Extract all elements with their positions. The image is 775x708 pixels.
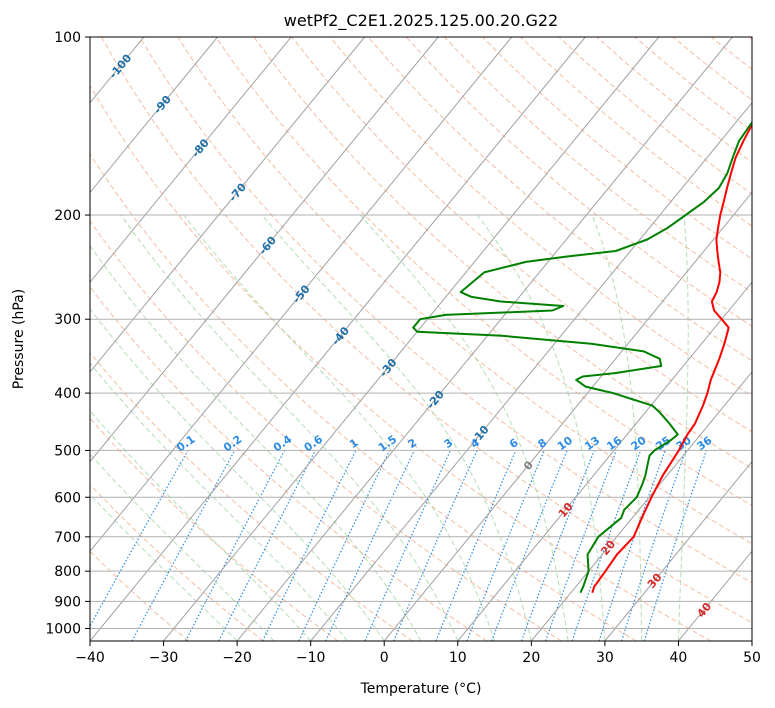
isotherm-line — [90, 37, 586, 641]
dry-adiabat-line — [405, 37, 752, 327]
mixing-ratio-line — [218, 450, 316, 641]
dry-adiabat-line — [90, 417, 339, 641]
isotherm-line — [90, 37, 513, 553]
dry-adiabat-line — [444, 37, 752, 293]
y-tick-label: 800 — [54, 564, 81, 580]
mixing-ratio-line — [298, 450, 391, 641]
mixing-ratio-line — [325, 450, 415, 641]
y-tick-label: 1000 — [45, 621, 81, 637]
dry-adiabat-line — [90, 483, 264, 641]
plot-frame — [89, 36, 753, 642]
temperature-profile-line — [591, 122, 752, 594]
isotherms — [90, 37, 752, 641]
moist-adiabat-line — [261, 214, 532, 641]
y-tick-label: 200 — [54, 208, 81, 224]
x-axis-label: Temperature (°C) — [360, 681, 482, 697]
isotherm-line — [90, 37, 218, 194]
moist-adiabat-line — [90, 410, 312, 641]
y-tick-label: 300 — [54, 312, 81, 328]
dry-adiabat-line — [90, 220, 562, 641]
isotherm-line — [604, 460, 752, 641]
pressure-gridlines — [90, 37, 752, 629]
dewpoint-profile-line — [412, 121, 752, 594]
isotherm-line — [310, 101, 752, 641]
isotherm-line — [90, 37, 365, 373]
mixing-ratio-line — [435, 450, 517, 641]
isotherm-line — [90, 37, 439, 463]
mixing-ratio-line — [545, 450, 617, 641]
moist-adiabats — [90, 214, 689, 641]
mixing-ratio-line — [364, 450, 452, 641]
dry-adiabat-line — [139, 37, 752, 584]
plot-area: 0.1 0.2 0.4 0.6 1 1.5 2 3 4 6 8 10 13 16 20 25 30 36-100-… — [90, 37, 752, 641]
sounding-series — [412, 121, 752, 594]
dry-adiabat-line — [253, 37, 752, 469]
y-tick-label: 400 — [54, 386, 81, 402]
x-tick-label: 50 — [743, 650, 761, 666]
x-axis-ticks: −40 −30 −20 −10 0 10 20 30 40 50 — [75, 641, 761, 666]
x-tick-label: 30 — [596, 650, 614, 666]
mixing-ratio-line — [491, 450, 568, 641]
dry-adiabat-line — [367, 37, 752, 362]
dry-adiabat-line — [90, 153, 637, 641]
dry-adiabat-line — [101, 37, 752, 624]
isotherm-line — [457, 281, 752, 641]
mixing-ratio-line — [261, 450, 357, 641]
mixing-ratio-line — [598, 450, 666, 641]
y-axis-label: Pressure (hPa) — [11, 289, 27, 389]
x-tick-label: 40 — [670, 650, 688, 666]
isotherm-line — [530, 371, 752, 641]
isotherm-line — [163, 37, 660, 641]
moist-adiabat-line — [591, 214, 643, 641]
y-tick-label: 100 — [54, 30, 81, 46]
moist-adiabat-line — [90, 362, 348, 641]
moist-adiabat-line — [90, 244, 422, 641]
mixing-ratio-line — [131, 450, 236, 641]
dry-adiabat-line — [215, 37, 752, 507]
y-tick-label: 600 — [54, 490, 81, 506]
moist-adiabat-line — [120, 214, 459, 641]
y-tick-label: 700 — [54, 530, 81, 546]
x-tick-label: −10 — [296, 650, 326, 666]
y-axis-ticks: 100 200 300 400 500 600 700 800 900 1000 — [45, 30, 90, 637]
chart-title: wetPf2_C2E1.2025.125.00.20.G22 — [284, 11, 558, 31]
x-tick-label: 0 — [380, 650, 389, 666]
moist-adiabat-line — [183, 214, 496, 641]
dry-adiabat-line — [90, 286, 488, 641]
dry-adiabat-line — [90, 550, 190, 641]
y-tick-label: 900 — [54, 594, 81, 610]
mixing-ratio-line — [185, 450, 286, 641]
moist-adiabat-line — [90, 308, 385, 641]
mixing-ratio-line — [466, 450, 545, 641]
mixing-ratio-line — [90, 450, 189, 628]
x-tick-label: 20 — [522, 650, 540, 666]
mixing-ratio-line — [621, 450, 687, 641]
moist-adiabat-line — [90, 453, 275, 641]
moist-adiabat-line — [359, 214, 569, 641]
x-tick-label: −30 — [149, 650, 179, 666]
mixing-ratio-line — [571, 450, 642, 641]
x-tick-label: −40 — [75, 650, 105, 666]
mixing-ratio-lines — [90, 450, 708, 641]
y-tick-label: 500 — [54, 443, 81, 459]
moist-adiabat-line — [677, 214, 689, 641]
isotherm-line — [90, 37, 292, 284]
isotherm-line — [236, 37, 733, 641]
dry-adiabat-line — [291, 37, 752, 433]
x-tick-label: −20 — [222, 650, 252, 666]
mixing-ratio-line — [520, 450, 595, 641]
x-tick-label: 10 — [449, 650, 467, 666]
isotherm-line — [383, 191, 752, 641]
dry-adiabat-line — [90, 84, 712, 641]
